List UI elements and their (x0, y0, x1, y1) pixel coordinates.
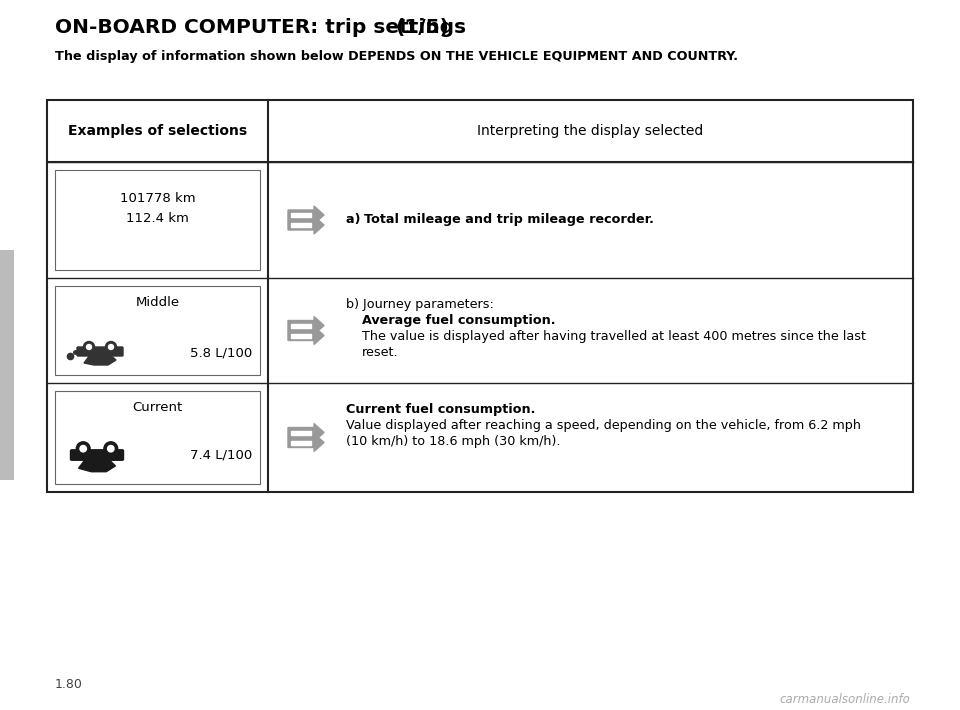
Text: 112.4 km: 112.4 km (126, 212, 189, 225)
Polygon shape (79, 459, 115, 471)
Polygon shape (288, 317, 324, 334)
Polygon shape (288, 423, 324, 442)
Text: carmanualsonline.info: carmanualsonline.info (780, 693, 910, 706)
Text: Total mileage and trip mileage recorder.: Total mileage and trip mileage recorder. (364, 214, 654, 226)
Text: 101778 km: 101778 km (120, 192, 195, 205)
Bar (55, 391, 260, 484)
Polygon shape (84, 355, 116, 365)
Bar (0, 250, 14, 480)
Polygon shape (291, 223, 311, 227)
Text: (10 km/h) to 18.6 mph (30 km/h).: (10 km/h) to 18.6 mph (30 km/h). (346, 435, 561, 448)
Circle shape (104, 442, 118, 456)
Text: Middle: Middle (135, 296, 180, 309)
Text: 1.80: 1.80 (55, 678, 83, 691)
Polygon shape (291, 213, 311, 217)
Text: ON-BOARD COMPUTER: trip settings: ON-BOARD COMPUTER: trip settings (55, 18, 473, 37)
Polygon shape (291, 334, 311, 337)
FancyBboxPatch shape (70, 450, 124, 460)
Circle shape (106, 342, 116, 352)
Polygon shape (288, 327, 324, 344)
Text: (1/5): (1/5) (395, 18, 449, 37)
Polygon shape (288, 216, 324, 234)
Text: 5.8 L/100: 5.8 L/100 (190, 346, 252, 359)
Circle shape (76, 442, 90, 456)
Bar (55, 286, 260, 375)
Circle shape (80, 445, 86, 452)
Text: Examples of selections: Examples of selections (68, 124, 247, 138)
Text: The display of information shown below DEPENDS ON THE VEHICLE EQUIPMENT AND COUN: The display of information shown below D… (55, 50, 738, 63)
Text: Current fuel consumption.: Current fuel consumption. (346, 403, 536, 416)
Circle shape (108, 445, 114, 452)
Text: Interpreting the display selected: Interpreting the display selected (477, 124, 704, 138)
Bar (47, 100, 913, 492)
Polygon shape (291, 324, 311, 327)
Text: The value is displayed after having travelled at least 400 metres since the last: The value is displayed after having trav… (362, 330, 866, 343)
Polygon shape (291, 440, 311, 444)
Text: b) Journey parameters:: b) Journey parameters: (346, 298, 493, 311)
FancyBboxPatch shape (77, 347, 123, 356)
Text: 7.4 L/100: 7.4 L/100 (190, 449, 252, 462)
Circle shape (86, 344, 91, 349)
Circle shape (84, 342, 94, 352)
Text: Current: Current (132, 401, 182, 414)
Polygon shape (288, 206, 324, 224)
Text: Value displayed after reaching a speed, depending on the vehicle, from 6.2 mph: Value displayed after reaching a speed, … (346, 419, 861, 432)
Circle shape (108, 344, 113, 349)
Bar (55, 170, 260, 270)
Polygon shape (291, 430, 311, 435)
Text: reset.: reset. (362, 346, 398, 359)
Text: a): a) (346, 214, 365, 226)
Polygon shape (288, 434, 324, 452)
Text: Average fuel consumption.: Average fuel consumption. (362, 314, 556, 327)
